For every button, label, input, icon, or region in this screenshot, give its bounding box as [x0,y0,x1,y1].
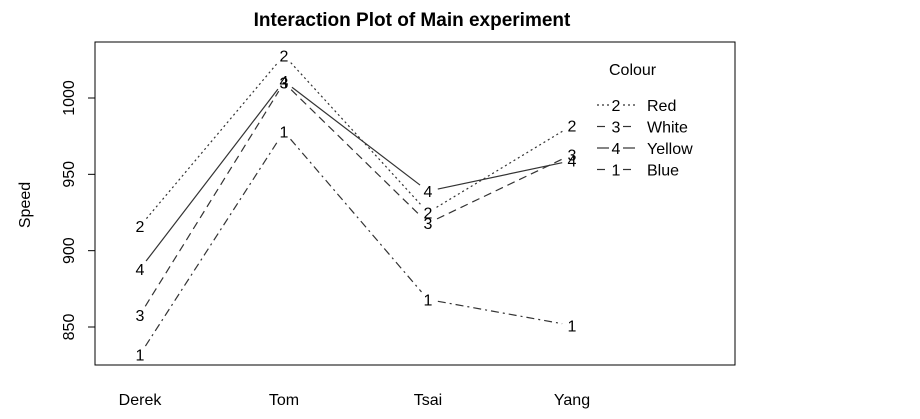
chart-title: Interaction Plot of Main experiment [254,10,571,31]
data-point-marker: 1 [568,318,577,335]
legend-title: Colour [609,62,657,79]
legend-label: Red [647,98,676,115]
legend-label: Blue [647,163,679,180]
series-yellow: 4 4 4 4 [136,74,577,279]
data-point-marker: 1 [136,347,145,364]
legend-label: White [647,120,688,137]
data-point-marker: 2 [568,118,577,135]
series-segment [437,300,563,325]
series-segment [291,86,421,186]
legend-item-white: 3 White [597,120,688,137]
y-tick-label: 850 [61,314,78,341]
series-blue: 1 1 1 1 [136,125,577,365]
x-tick-label: Tsai [414,392,442,409]
data-point-marker: 2 [424,206,433,223]
legend-symbol: 2 [612,98,621,115]
legend-item-red: 2 Red [597,98,676,115]
legend-symbol: 3 [612,120,621,137]
series-segment [290,138,422,293]
data-point-marker: 2 [136,219,145,236]
legend-item-yellow: 4 Yellow [597,141,693,158]
series-segment [144,90,280,307]
data-point-marker: 1 [280,125,289,142]
y-axis-label: Speed [17,182,34,228]
legend-item-blue: 1 Blue [597,163,679,180]
x-tick-label: Tom [269,392,299,409]
y-tick-label: 900 [61,237,78,264]
x-tick-label: Derek [119,392,163,409]
data-point-marker: 4 [280,74,289,91]
data-point-marker: 3 [424,216,433,233]
series-segment [290,62,422,206]
series-segment [145,62,279,219]
legend-symbol: 4 [612,141,621,158]
legend: Colour 2 Red 3 White 4 Yellow 1 Blue [597,62,693,180]
x-axis: Derek Tom Tsai Yang [119,392,590,409]
data-point-marker: 1 [424,293,433,310]
series-white: 3 3 3 3 [136,76,577,325]
data-point-marker: 3 [280,76,289,93]
y-tick-label: 1000 [61,80,78,116]
series-segment [437,162,563,190]
data-point-marker: 4 [568,154,577,171]
series-segment [145,88,279,262]
x-tick-label: Yang [554,392,590,409]
y-axis: 850 900 950 1000 [61,80,96,341]
y-tick-label: 950 [61,161,78,188]
legend-symbol: 1 [612,163,621,180]
series-segment [436,130,564,208]
series-segment [436,158,564,220]
legend-label: Yellow [647,141,693,158]
series-red: 2 2 2 2 [136,48,577,236]
plot-area-frame [94,41,736,366]
data-point-marker: 4 [136,262,145,279]
series-segment [144,139,280,347]
data-point-marker: 2 [280,48,289,65]
data-point-marker: 3 [136,308,145,325]
data-point-marker: 3 [568,147,577,164]
data-point-marker: 4 [424,184,433,201]
series-segment [290,89,422,217]
